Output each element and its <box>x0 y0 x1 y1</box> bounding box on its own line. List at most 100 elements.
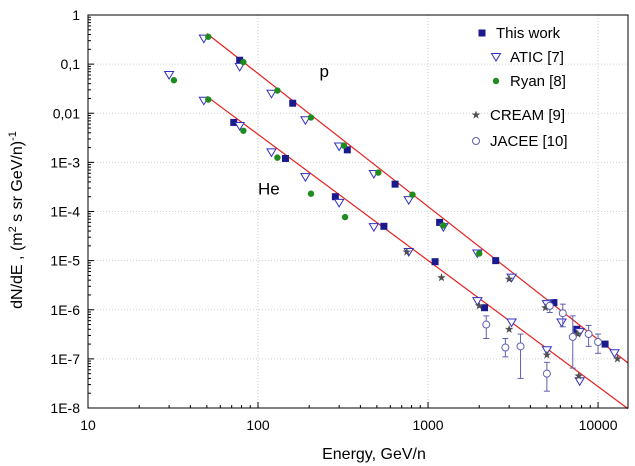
data-point <box>542 350 552 359</box>
legend-item-cream: CREAM [9] <box>471 107 565 124</box>
x-tick-label: 10000 <box>579 417 618 433</box>
data-point <box>574 371 584 380</box>
y-axis-label-exp2: -1 <box>7 131 19 141</box>
data-point <box>594 338 603 347</box>
y-axis-label-exp1: 2 <box>7 226 19 232</box>
y-tick-label: 1E-3 <box>50 154 80 170</box>
annotation-he: He <box>258 180 280 199</box>
data-point <box>542 369 551 378</box>
legend-label-atic: ATIC [7] <box>510 49 564 66</box>
legend-label-cream: CREAM [9] <box>490 107 565 124</box>
data-point <box>474 301 484 310</box>
y-tick-label: 1E-8 <box>50 400 80 416</box>
data-point <box>240 127 247 134</box>
data-points <box>163 33 622 392</box>
y-tick-label: 1E-6 <box>50 302 80 318</box>
data-point <box>281 154 289 162</box>
data-point <box>234 62 246 72</box>
data-point <box>402 247 412 256</box>
data-point <box>558 309 567 318</box>
y-axis-label-main: dN/dE , (m <box>9 232 26 308</box>
series-0 <box>230 56 609 348</box>
legend-item-ryan: Ryan [8] <box>492 73 566 90</box>
data-point <box>573 329 583 338</box>
data-point <box>601 340 609 348</box>
data-point <box>492 257 500 265</box>
legend-item-this-work: This work <box>478 25 561 42</box>
data-point <box>556 318 567 328</box>
data-point <box>289 99 297 107</box>
data-point <box>506 318 517 328</box>
legend-marker <box>472 137 480 145</box>
data-point <box>274 87 281 94</box>
legend: This work ATIC [7] Ryan [8] CREAM [9] JA… <box>471 25 568 150</box>
y-tick-label: 0,1 <box>61 56 81 72</box>
data-point <box>300 173 311 183</box>
data-point <box>541 346 553 356</box>
data-point <box>234 122 246 131</box>
data-point <box>501 343 510 352</box>
data-point <box>274 154 281 161</box>
legend-label-ryan: Ryan [8] <box>510 73 566 90</box>
data-point <box>504 274 514 283</box>
data-point <box>236 56 244 64</box>
x-tick-label: 10 <box>80 417 96 433</box>
series-3 <box>402 247 622 380</box>
data-point <box>391 180 399 188</box>
data-point <box>482 320 491 329</box>
data-point <box>340 142 348 149</box>
legend-marker <box>492 77 500 85</box>
legend-label-jacee: JACEE [10] <box>490 133 568 150</box>
data-point <box>403 196 415 206</box>
data-point <box>436 218 444 226</box>
data-point <box>343 146 351 154</box>
axis-ticks: 10 100 1000 10000 1 0,1 0,01 1E-3 1E-4 1E-5 1E-6 1E… <box>50 7 617 433</box>
y-tick-label: 1E-5 <box>50 253 80 269</box>
data-point <box>266 148 277 158</box>
data-point <box>170 77 178 84</box>
data-point <box>333 198 345 208</box>
data-point <box>307 114 315 121</box>
legend-marker <box>490 53 502 62</box>
data-point <box>266 89 277 99</box>
data-point <box>437 273 446 282</box>
y-axis-label-units: s sr GeV/n) <box>9 141 26 226</box>
data-point <box>471 297 483 307</box>
data-point <box>516 342 525 351</box>
data-point <box>409 191 416 198</box>
y-axis-label: dN/dE , (m2 s sr GeV/n)-1 <box>7 131 26 309</box>
data-point <box>331 193 339 201</box>
data-point <box>481 304 489 312</box>
legend-marker <box>478 29 486 37</box>
data-point <box>431 258 439 266</box>
data-point <box>300 116 311 126</box>
data-point <box>341 213 349 221</box>
data-point <box>568 332 577 341</box>
data-point <box>380 222 388 230</box>
data-point <box>476 250 483 257</box>
data-point <box>230 118 238 126</box>
data-point <box>613 354 622 363</box>
data-point <box>240 58 247 66</box>
legend-label-this-work: This work <box>496 25 561 42</box>
y-tick-label: 0,01 <box>53 105 80 121</box>
data-point <box>440 222 447 229</box>
data-point <box>550 299 558 307</box>
x-tick-label: 100 <box>246 417 270 433</box>
series-2 <box>170 33 483 257</box>
legend-item-jacee: JACEE [10] <box>472 133 568 150</box>
data-point <box>584 330 593 339</box>
y-tick-label: 1 <box>72 7 80 23</box>
x-tick-label: 1000 <box>412 417 443 433</box>
annotation-p: p <box>320 62 329 81</box>
data-point <box>541 303 550 312</box>
helium-fit-line <box>206 95 629 410</box>
data-point <box>368 223 380 233</box>
legend-marker <box>471 110 481 119</box>
data-point <box>205 33 212 40</box>
legend-item-atic: ATIC [7] <box>490 49 564 66</box>
data-point <box>504 324 514 333</box>
data-point <box>375 169 382 176</box>
data-point <box>545 301 554 310</box>
